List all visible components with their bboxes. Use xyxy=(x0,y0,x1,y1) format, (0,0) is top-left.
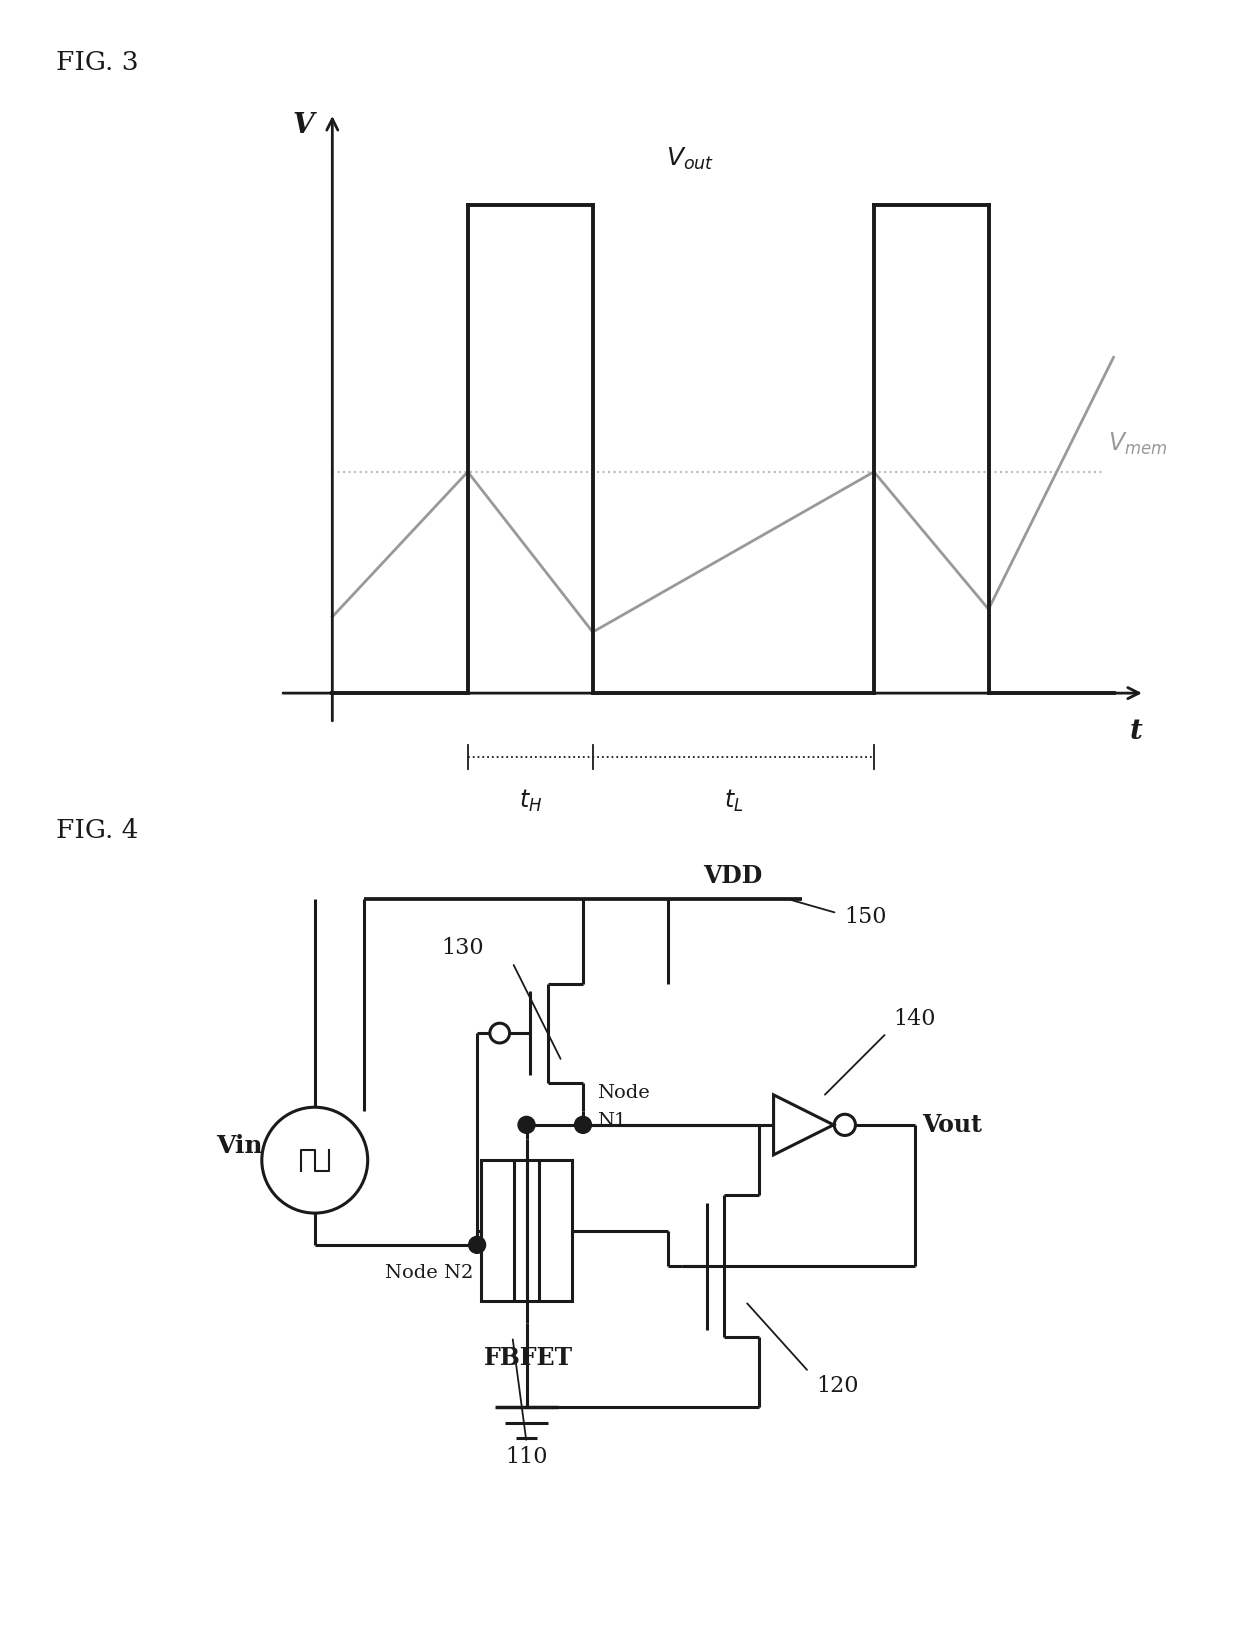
Text: 140: 140 xyxy=(894,1008,936,1029)
Text: Node: Node xyxy=(598,1084,650,1102)
Text: Vout: Vout xyxy=(921,1113,982,1137)
Text: $V_{out}$: $V_{out}$ xyxy=(666,145,714,172)
Text: $V_{mem}$: $V_{mem}$ xyxy=(1109,430,1168,456)
Text: FIG. 3: FIG. 3 xyxy=(56,50,139,74)
Bar xyxy=(481,1160,573,1302)
Text: t: t xyxy=(1130,717,1143,745)
Text: FBFET: FBFET xyxy=(484,1346,573,1370)
Text: Vin: Vin xyxy=(216,1133,263,1158)
Text: $t_H$: $t_H$ xyxy=(518,788,542,814)
Text: Node N2: Node N2 xyxy=(386,1264,474,1282)
Text: N1: N1 xyxy=(598,1112,626,1130)
Text: 110: 110 xyxy=(505,1446,548,1467)
Text: V: V xyxy=(293,112,314,139)
Circle shape xyxy=(518,1117,534,1133)
Text: VDD: VDD xyxy=(703,864,763,889)
Text: $t_L$: $t_L$ xyxy=(724,788,743,814)
Text: 130: 130 xyxy=(441,937,485,960)
Text: 150: 150 xyxy=(844,905,887,928)
Circle shape xyxy=(574,1117,591,1133)
Text: 120: 120 xyxy=(816,1374,858,1398)
Circle shape xyxy=(469,1236,486,1254)
Text: FIG. 4: FIG. 4 xyxy=(56,818,139,843)
